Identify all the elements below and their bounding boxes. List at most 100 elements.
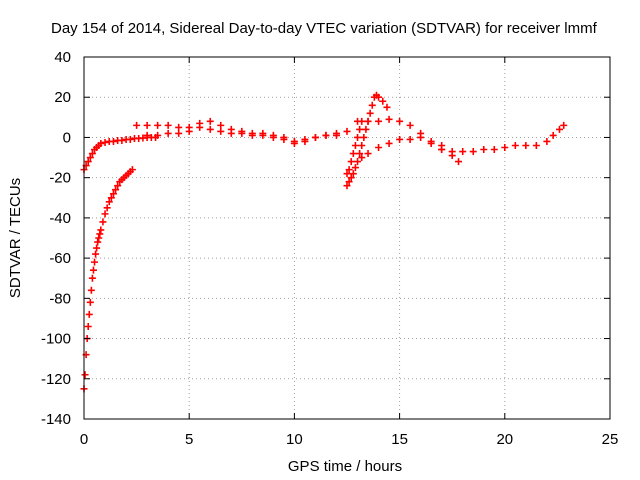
y-tick-label: -100 <box>41 331 71 348</box>
data-point <box>543 137 551 145</box>
data-point <box>459 148 467 156</box>
data-point <box>560 121 568 129</box>
data-point <box>375 93 383 101</box>
data-point <box>101 210 109 218</box>
data-point <box>92 250 100 258</box>
data-point <box>354 117 362 125</box>
data-point <box>556 125 564 133</box>
series-convergence-low <box>80 166 136 393</box>
data-point <box>94 238 102 246</box>
data-point <box>88 150 96 158</box>
data-point <box>364 150 372 158</box>
data-point <box>86 154 94 162</box>
data-point <box>343 182 351 190</box>
data-point <box>511 141 519 149</box>
data-point <box>501 144 509 151</box>
data-point <box>358 154 366 162</box>
data-point <box>366 109 374 117</box>
data-point <box>217 127 225 135</box>
data-point <box>356 125 364 133</box>
data-point <box>406 121 414 129</box>
data-point <box>81 371 89 379</box>
data-point <box>248 131 256 139</box>
data-point <box>349 150 357 158</box>
y-tick-label: 0 <box>63 129 71 146</box>
data-point <box>143 131 151 139</box>
data-point <box>97 139 105 147</box>
x-tick-label: 10 <box>286 431 303 448</box>
data-point <box>290 137 298 145</box>
data-point <box>347 174 355 182</box>
data-point <box>301 135 309 143</box>
data-point <box>448 148 456 156</box>
data-points <box>80 91 568 393</box>
x-tick-label: 25 <box>602 431 619 448</box>
data-point <box>358 141 366 149</box>
data-point <box>95 234 103 242</box>
series-disturbance-fall <box>343 117 366 178</box>
data-point <box>175 129 183 137</box>
data-point <box>99 218 107 226</box>
data-point <box>351 141 359 149</box>
data-point <box>396 117 404 125</box>
data-point <box>96 230 104 238</box>
x-axis-label: GPS time / hours <box>288 458 402 475</box>
data-point <box>196 123 204 131</box>
data-point <box>87 286 95 294</box>
data-point <box>84 158 92 166</box>
data-point <box>360 133 368 141</box>
data-point <box>490 146 498 154</box>
data-point <box>101 138 109 146</box>
data-point <box>322 131 330 139</box>
data-point <box>143 121 151 129</box>
data-point <box>133 121 141 129</box>
data-point <box>164 121 172 129</box>
data-point <box>364 117 372 125</box>
data-point <box>91 258 99 266</box>
data-point <box>522 141 530 149</box>
data-point <box>206 117 214 125</box>
data-point <box>385 139 393 147</box>
data-point <box>238 129 246 137</box>
data-point <box>343 170 351 178</box>
data-point <box>354 158 362 166</box>
axis-ticks <box>83 56 611 420</box>
data-point <box>105 198 113 206</box>
data-point <box>89 266 97 274</box>
data-point <box>175 123 183 131</box>
data-point <box>85 310 93 318</box>
data-point <box>259 131 267 139</box>
x-tick-label: 5 <box>185 431 193 448</box>
data-point <box>154 131 162 139</box>
data-point <box>227 129 235 137</box>
chart-title: Day 154 of 2014, Sidereal Day-to-day VTE… <box>51 20 598 37</box>
data-point <box>379 97 387 105</box>
data-point <box>345 178 353 186</box>
y-tick-label: -40 <box>49 210 71 227</box>
data-point <box>406 135 414 143</box>
data-point <box>280 135 288 143</box>
data-point <box>114 182 122 190</box>
series-convergence-high <box>80 133 160 174</box>
y-axis-label: SDTVAR / TECUs <box>7 178 24 298</box>
data-point <box>269 133 277 141</box>
plot-frame <box>83 56 611 420</box>
data-point <box>109 137 117 145</box>
data-point <box>97 226 105 234</box>
data-point <box>356 150 364 158</box>
data-point <box>206 125 214 133</box>
data-point <box>455 158 463 166</box>
y-tick-label: -60 <box>49 250 71 267</box>
data-point <box>480 146 488 154</box>
y-tick-label: -140 <box>41 411 71 428</box>
series-main-lower <box>143 123 340 145</box>
data-point <box>128 166 136 174</box>
data-point <box>93 244 101 252</box>
data-point <box>349 170 357 178</box>
data-point <box>362 125 370 133</box>
series-disturbance-rise <box>343 91 391 190</box>
data-point <box>112 186 120 194</box>
series-arc-upper <box>354 115 463 166</box>
data-point <box>438 146 446 154</box>
